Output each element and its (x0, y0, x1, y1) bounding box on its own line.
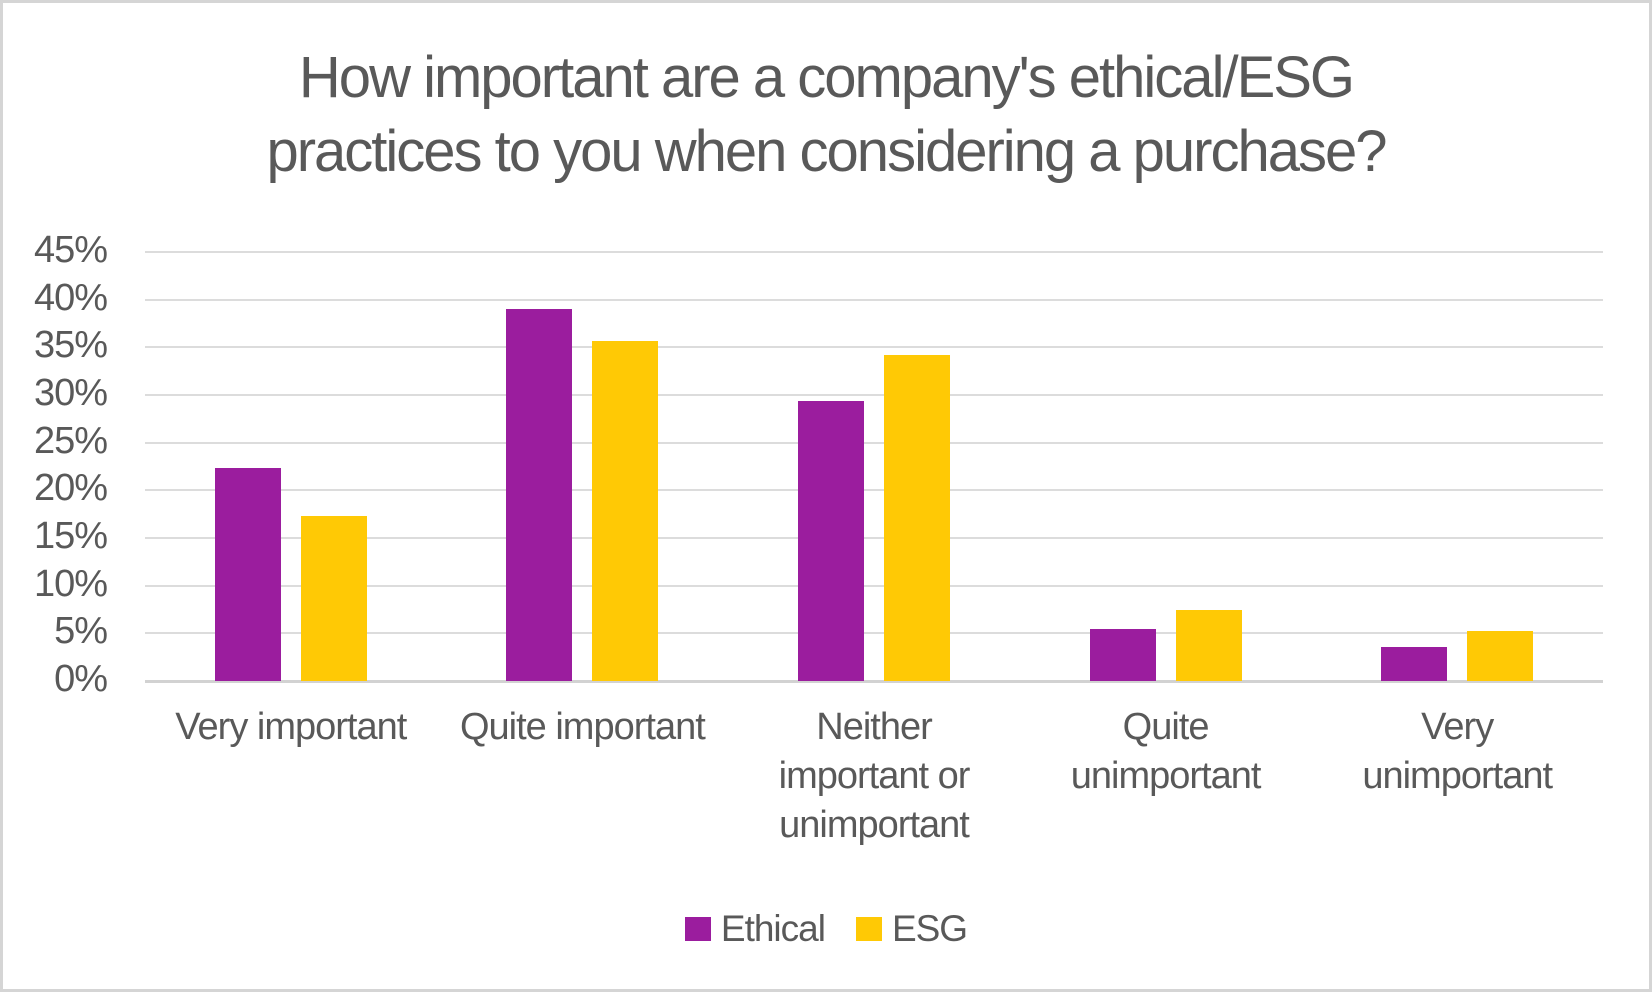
legend-label-esg: ESG (891, 908, 968, 949)
y-axis-tick-label: 15% (33, 515, 108, 557)
bar-esg-0 (300, 516, 367, 681)
bar-esg-3 (1175, 610, 1242, 681)
bar-esg-1 (592, 340, 659, 681)
bar-ethical-4 (1381, 646, 1448, 681)
y-axis-tick-label: 20% (33, 467, 108, 510)
y-axis-tick-label: 45% (33, 229, 108, 271)
gridline (145, 489, 1603, 492)
legend: Ethical ESG (3, 908, 1649, 950)
x-axis-category-label: Very unimportant (1362, 706, 1553, 797)
legend-item-esg: ESG (855, 908, 968, 950)
gridline (145, 584, 1603, 587)
y-axis-tick-label: 35% (33, 324, 108, 367)
y-axis-tick-label: 0% (54, 658, 108, 700)
x-axis-category-label: Very important (175, 706, 407, 748)
chart-title: How important are a company's ethical/ES… (266, 45, 1387, 184)
gridline (145, 251, 1603, 253)
x-axis-category-label: Quite unimportant (1070, 706, 1262, 797)
y-axis-tick-label: 5% (54, 610, 108, 653)
x-axis-category-label: Neither important or unimportant (778, 706, 971, 846)
gridline (145, 346, 1603, 349)
gridline (145, 298, 1603, 301)
ethical-swatch-icon (684, 917, 711, 941)
bar-ethical-1 (506, 309, 573, 681)
x-axis-category-label: Quite important (459, 706, 706, 748)
gridline (145, 441, 1603, 444)
gridline (145, 537, 1603, 539)
bar-esg-4 (1467, 631, 1534, 681)
bar-ethical-0 (214, 468, 281, 681)
y-axis-tick-label: 10% (33, 562, 108, 605)
esg-swatch-icon (855, 917, 882, 941)
x-axis-line (145, 680, 1603, 683)
bar-ethical-2 (798, 400, 864, 681)
gridline (145, 394, 1603, 396)
y-axis-tick-label: 25% (33, 419, 108, 462)
gridline (145, 632, 1603, 635)
y-axis-tick-label: 40% (33, 276, 108, 319)
legend-item-ethical: Ethical (684, 908, 826, 950)
bar-esg-2 (884, 354, 950, 681)
y-axis-tick-label: 30% (33, 372, 108, 414)
bar-ethical-3 (1089, 628, 1156, 681)
legend-label-ethical: Ethical (720, 908, 826, 949)
